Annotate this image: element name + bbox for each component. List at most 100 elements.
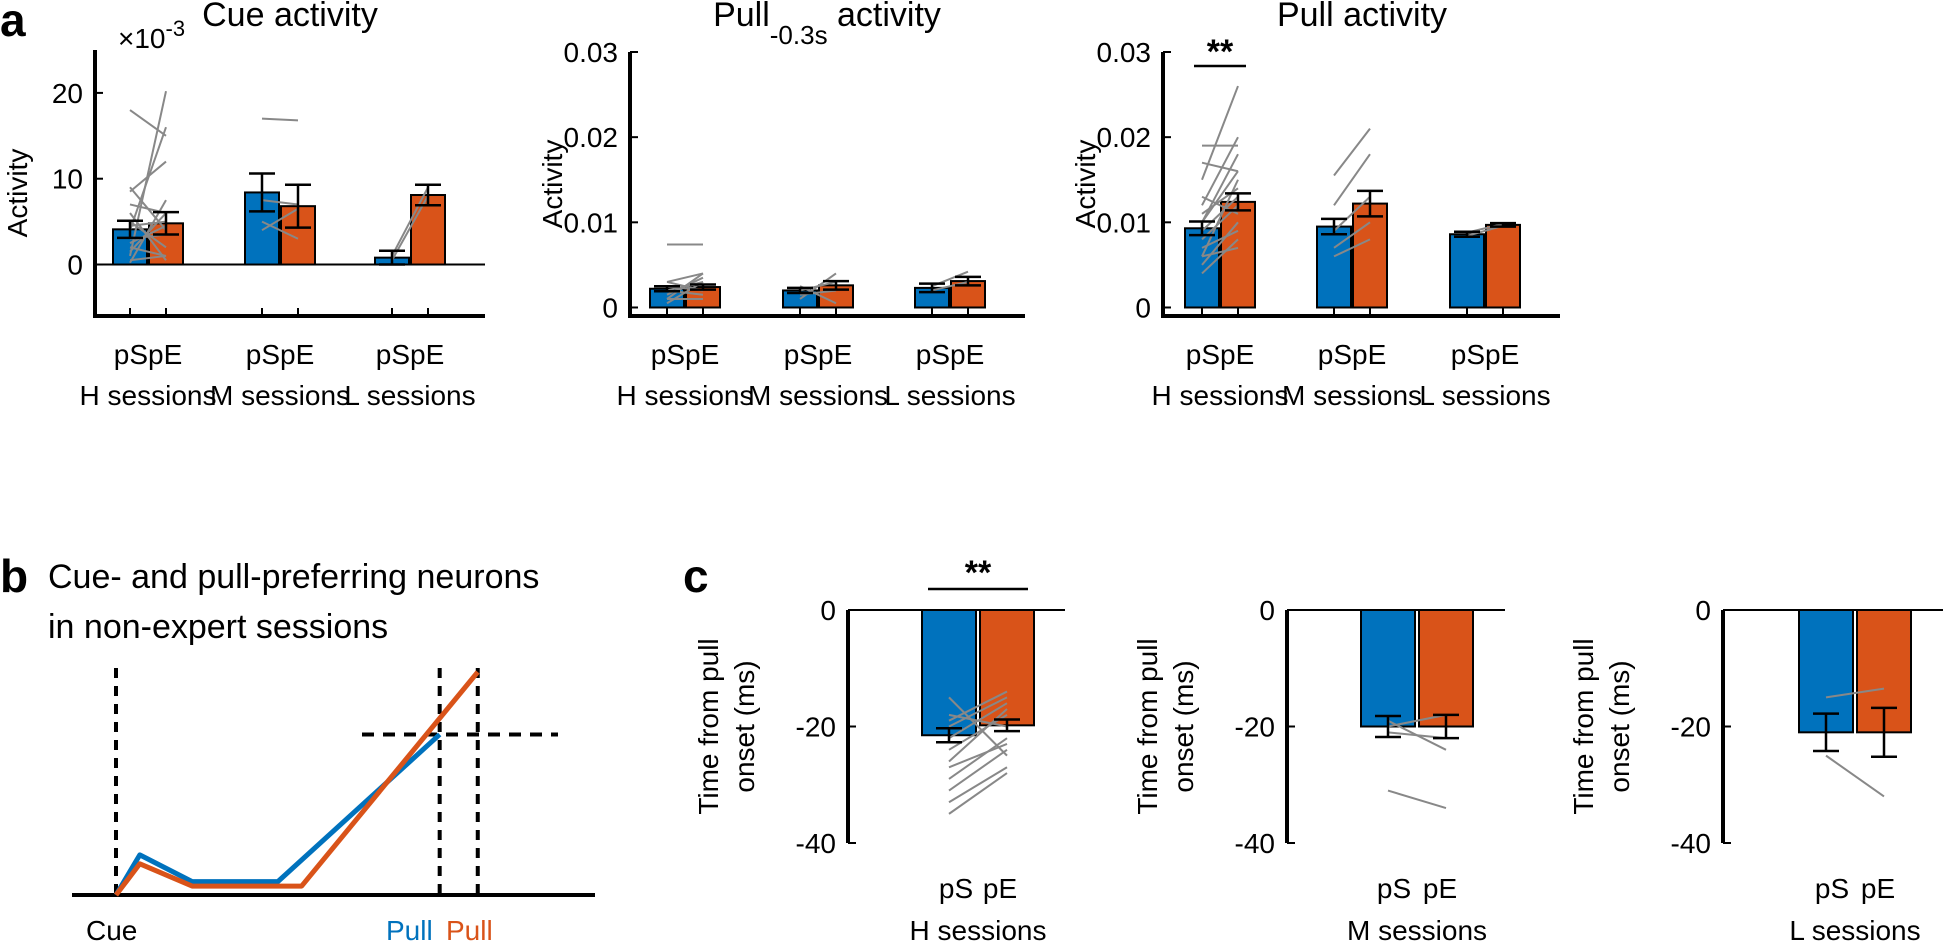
group-label: pSpE bbox=[1318, 339, 1387, 370]
y-axis-label-line-2: onset (ms) bbox=[729, 660, 760, 792]
paired-line bbox=[948, 708, 1008, 763]
y-tick-label: 0.03 bbox=[564, 37, 619, 68]
category-label-pS: pS bbox=[1377, 873, 1411, 904]
y-axis-label-line-2: onset (ms) bbox=[1168, 660, 1199, 792]
paired-line bbox=[1333, 196, 1371, 232]
paired-line bbox=[129, 212, 167, 253]
group-label: pSpE bbox=[246, 339, 315, 370]
paired-line bbox=[261, 199, 299, 206]
session-label: H sessions bbox=[910, 915, 1047, 946]
y-axis-label: Activity bbox=[537, 140, 568, 229]
session-label: L sessions bbox=[1789, 915, 1920, 946]
paired-line bbox=[129, 109, 167, 137]
paired-line bbox=[931, 280, 969, 292]
paired-line bbox=[1387, 789, 1447, 810]
chart-cue-activity: Cue activity ×10-3 Activity 0 10 20 pSpE H sess… bbox=[2, 0, 485, 411]
chart-latency-l: Time from pull onset (ms) 0 -20 -40 pS pE L ses… bbox=[1568, 595, 1943, 946]
panel-letter-a: a bbox=[0, 0, 26, 46]
schematic-pull-label-orange: Pull bbox=[446, 915, 493, 946]
chart-latency-m: Time from pull onset (ms) 0 -20 -40 pS pE M ses… bbox=[1132, 595, 1505, 946]
trace-cue-preferring bbox=[113, 732, 442, 897]
chart-title-main: Pull bbox=[713, 0, 770, 34]
chart-title-sub: -0.3s bbox=[770, 20, 828, 50]
paired-line bbox=[1825, 754, 1885, 798]
paired-line bbox=[1201, 136, 1239, 206]
schematic-cue-label: Cue bbox=[86, 915, 137, 946]
group-label: pSpE bbox=[376, 339, 445, 370]
category-label-pE: pE bbox=[1861, 873, 1895, 904]
bar-pS bbox=[1798, 609, 1854, 734]
session-label: M sessions bbox=[210, 380, 350, 411]
y-tick-label: 20 bbox=[52, 78, 83, 109]
session-label: L sessions bbox=[344, 380, 475, 411]
paired-line bbox=[1201, 238, 1239, 275]
group-label: pSpE bbox=[1451, 339, 1520, 370]
chart-pull-activity: Pull activity Activity 0 0.01 0.02 0.03 pSpE H … bbox=[1070, 0, 1560, 411]
paired-line bbox=[1333, 221, 1371, 249]
axis-exponent-power: -3 bbox=[166, 16, 186, 41]
session-label: L sessions bbox=[1419, 380, 1550, 411]
significance-marker: ** bbox=[965, 554, 992, 592]
session-label: H sessions bbox=[80, 380, 217, 411]
paired-line bbox=[1333, 153, 1371, 206]
y-tick-label: -40 bbox=[796, 828, 836, 859]
group-label: pSpE bbox=[916, 339, 985, 370]
paired-line bbox=[391, 186, 429, 257]
session-label: M sessions bbox=[1347, 915, 1487, 946]
y-tick-label: 0.01 bbox=[1097, 207, 1152, 238]
paired-line bbox=[129, 126, 167, 231]
bar-pS bbox=[1449, 233, 1485, 309]
paired-line bbox=[948, 772, 1008, 815]
y-tick-label: 0.02 bbox=[564, 122, 619, 153]
y-tick-label: 10 bbox=[52, 164, 83, 195]
y-axis-label-line-1: Time from pull bbox=[1132, 638, 1163, 814]
y-tick-label: 0 bbox=[602, 292, 618, 323]
paired-line bbox=[666, 272, 704, 283]
trace-pull-preferring bbox=[114, 670, 480, 897]
chart-latency-h: Time from pull onset (ms) 0 -20 -40 pS pE H ses… bbox=[693, 554, 1065, 946]
paired-line bbox=[948, 737, 1008, 780]
bar-pS bbox=[1184, 227, 1220, 309]
bar-pE bbox=[1352, 202, 1388, 309]
paired-line bbox=[391, 195, 429, 261]
paired-line bbox=[129, 254, 167, 262]
paired-line bbox=[1201, 246, 1239, 258]
panel-letter-b: b bbox=[0, 550, 28, 602]
paired-line bbox=[1201, 221, 1239, 266]
schematic-pull-label-blue: Pull bbox=[386, 915, 433, 946]
session-label: H sessions bbox=[1152, 380, 1289, 411]
bar-pE bbox=[979, 609, 1035, 727]
y-axis-label-line-2: onset (ms) bbox=[1604, 660, 1635, 792]
group-label: pSpE bbox=[114, 339, 183, 370]
y-tick-label: -40 bbox=[1671, 828, 1711, 859]
category-label-pS: pS bbox=[1815, 873, 1849, 904]
significance-marker: ** bbox=[1207, 33, 1234, 71]
schematic-title-line-1: Cue- and pull-preferring neurons bbox=[48, 558, 539, 596]
paired-line bbox=[1333, 128, 1371, 177]
y-axis-label-line-1: Time from pull bbox=[1568, 638, 1599, 814]
group-label: pSpE bbox=[651, 339, 720, 370]
y-axis-label: Activity bbox=[1070, 140, 1101, 229]
paired-line bbox=[261, 207, 299, 232]
y-tick-label: 0.02 bbox=[1097, 122, 1152, 153]
session-label: L sessions bbox=[884, 380, 1015, 411]
group-label: pSpE bbox=[784, 339, 853, 370]
paired-line bbox=[948, 748, 1008, 792]
bar-pE bbox=[1485, 223, 1521, 309]
paired-line bbox=[261, 117, 299, 122]
y-tick-label: -20 bbox=[1671, 712, 1711, 743]
schematic-panel: Cue- and pull-preferring neurons in non-… bbox=[48, 558, 595, 946]
chart-title-tail: activity bbox=[828, 0, 941, 34]
panel-letter-c: c bbox=[683, 550, 709, 602]
bar-pS bbox=[1360, 609, 1416, 728]
axis-exponent-base: ×10 bbox=[118, 23, 166, 54]
y-tick-label: -20 bbox=[1235, 712, 1275, 743]
y-tick-label: 0 bbox=[1259, 595, 1275, 626]
paired-line bbox=[948, 713, 1008, 728]
paired-line bbox=[1201, 229, 1239, 249]
category-label-pE: pE bbox=[983, 873, 1017, 904]
y-axis-label: Activity bbox=[2, 149, 33, 238]
category-label-pS: pS bbox=[939, 873, 973, 904]
session-label: H sessions bbox=[617, 380, 754, 411]
